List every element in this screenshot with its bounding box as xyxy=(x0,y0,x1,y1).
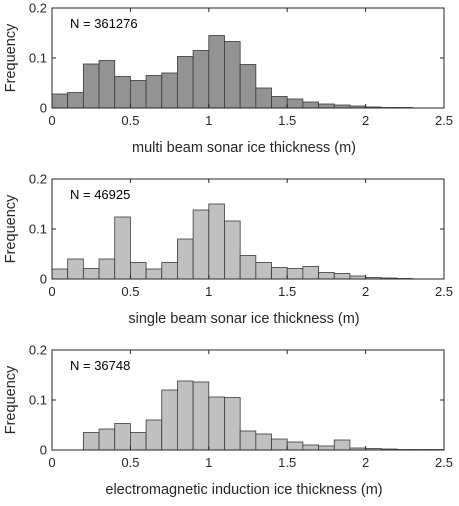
histogram-bar xyxy=(224,220,241,280)
histogram-bar xyxy=(302,101,319,109)
histogram-bar xyxy=(333,273,351,280)
histogram-bar xyxy=(255,262,272,280)
histogram-bar xyxy=(333,439,351,451)
histogram-bar xyxy=(98,60,116,109)
histogram-bar xyxy=(129,80,147,109)
y-tick-label: 0.1 xyxy=(29,51,47,66)
x-tick-label: 1 xyxy=(205,455,212,470)
histogram-bar xyxy=(192,50,210,109)
histogram-bar xyxy=(192,381,210,451)
x-tick-label: 2 xyxy=(362,284,369,299)
x-tick-label: 1.5 xyxy=(278,455,296,470)
histogram-bar xyxy=(114,76,131,109)
x-tick-label: 0 xyxy=(48,113,55,128)
x-tick-label: 2.5 xyxy=(435,284,453,299)
histogram-bar xyxy=(67,258,84,280)
y-tick-label: 0 xyxy=(40,443,47,458)
y-tick-label: 0 xyxy=(40,101,47,116)
histogram-bar xyxy=(177,380,194,451)
x-tick-label: 0 xyxy=(48,455,55,470)
y-tick-label: 0.2 xyxy=(29,1,47,16)
histogram-bar xyxy=(286,441,304,451)
histogram-bar xyxy=(129,262,147,280)
histogram-bar xyxy=(114,216,131,280)
histogram-bar xyxy=(286,98,304,109)
x-tick-label: 1.5 xyxy=(278,284,296,299)
chart-panel-2: 0 0.5 1 1.5 2 2.5 0 0.1 0.2 N = 46925 single beam … xyxy=(3,172,453,328)
x-tick-label: 2 xyxy=(362,455,369,470)
histogram-bar xyxy=(302,444,319,451)
histogram-bar xyxy=(98,428,116,451)
x-tick-label: 0.5 xyxy=(121,113,139,128)
histogram-bar xyxy=(271,96,288,109)
x-tick-label: 2 xyxy=(362,113,369,128)
histogram-bar xyxy=(286,268,304,280)
histogram-bar xyxy=(208,35,225,109)
histogram-bar xyxy=(271,438,288,451)
histogram-bar xyxy=(82,268,100,280)
y-tick-label: 0.1 xyxy=(29,393,47,408)
histogram-bar xyxy=(145,268,163,280)
histogram-bar xyxy=(82,63,100,109)
sample-size-annotation: N = 36748 xyxy=(70,358,130,373)
histogram-bar xyxy=(302,266,319,280)
y-axis-label: Frequency xyxy=(3,23,19,92)
y-axis-label: Frequency xyxy=(3,365,19,434)
histogram-bar xyxy=(255,433,272,451)
x-tick-label: 1.5 xyxy=(278,113,296,128)
histogram-bar xyxy=(224,397,241,451)
chart-panel-3: 0 0.5 1 1.5 2 2.5 0 0.1 0.2 N = 36748 electromagne… xyxy=(3,343,453,499)
histogram-bar xyxy=(255,87,272,109)
histogram-bar xyxy=(318,272,335,280)
x-axis-label: multi beam sonar ice thickness (m) xyxy=(132,140,356,156)
histogram-bar xyxy=(67,92,84,109)
histogram-bar xyxy=(161,389,178,451)
x-tick-label: 2.5 xyxy=(435,455,453,470)
histogram-bar xyxy=(82,432,100,451)
histogram-bar xyxy=(208,203,225,280)
sample-size-annotation: N = 46925 xyxy=(70,187,130,202)
histogram-bar xyxy=(318,103,335,109)
histogram-bar xyxy=(145,75,163,109)
x-tick-label: 0.5 xyxy=(121,284,139,299)
x-tick-label: 0 xyxy=(48,284,55,299)
y-tick-label: 0.2 xyxy=(29,343,47,358)
y-axis-label: Frequency xyxy=(3,194,19,263)
histogram-bar xyxy=(318,445,335,451)
y-tick-label: 0.1 xyxy=(29,222,47,237)
histogram-bar xyxy=(177,238,194,280)
histogram-bar xyxy=(161,72,178,109)
histogram-bar xyxy=(145,419,163,451)
histogram-bar xyxy=(208,396,225,451)
histogram-bar xyxy=(51,268,69,280)
histogram-bar xyxy=(98,258,116,280)
x-tick-label: 0.5 xyxy=(121,455,139,470)
histogram-bar xyxy=(239,64,257,109)
histogram-bar xyxy=(129,432,147,451)
histogram-bar xyxy=(51,93,69,109)
y-tick-label: 0 xyxy=(40,272,47,287)
y-tick-label: 0.2 xyxy=(29,172,47,187)
histogram-bar xyxy=(271,267,288,280)
chart-panel-1: 0 0.5 1 1.5 2 2.5 0 0.1 0.2 N = 361276 multi beam … xyxy=(3,1,453,157)
histogram-bar xyxy=(177,56,194,109)
histogram-bar xyxy=(239,430,257,451)
histogram-bar xyxy=(224,41,241,109)
x-axis-label: single beam sonar ice thickness (m) xyxy=(128,311,359,327)
histogram-bar xyxy=(192,209,210,280)
sample-size-annotation: N = 361276 xyxy=(70,16,138,31)
histogram-bar xyxy=(114,423,131,451)
x-tick-label: 1 xyxy=(205,284,212,299)
x-tick-label: 2.5 xyxy=(435,113,453,128)
histogram-bar xyxy=(161,262,178,280)
x-tick-label: 1 xyxy=(205,113,212,128)
x-axis-label: electromagnetic induction ice thickness … xyxy=(105,482,382,498)
histogram-bar xyxy=(239,255,257,280)
